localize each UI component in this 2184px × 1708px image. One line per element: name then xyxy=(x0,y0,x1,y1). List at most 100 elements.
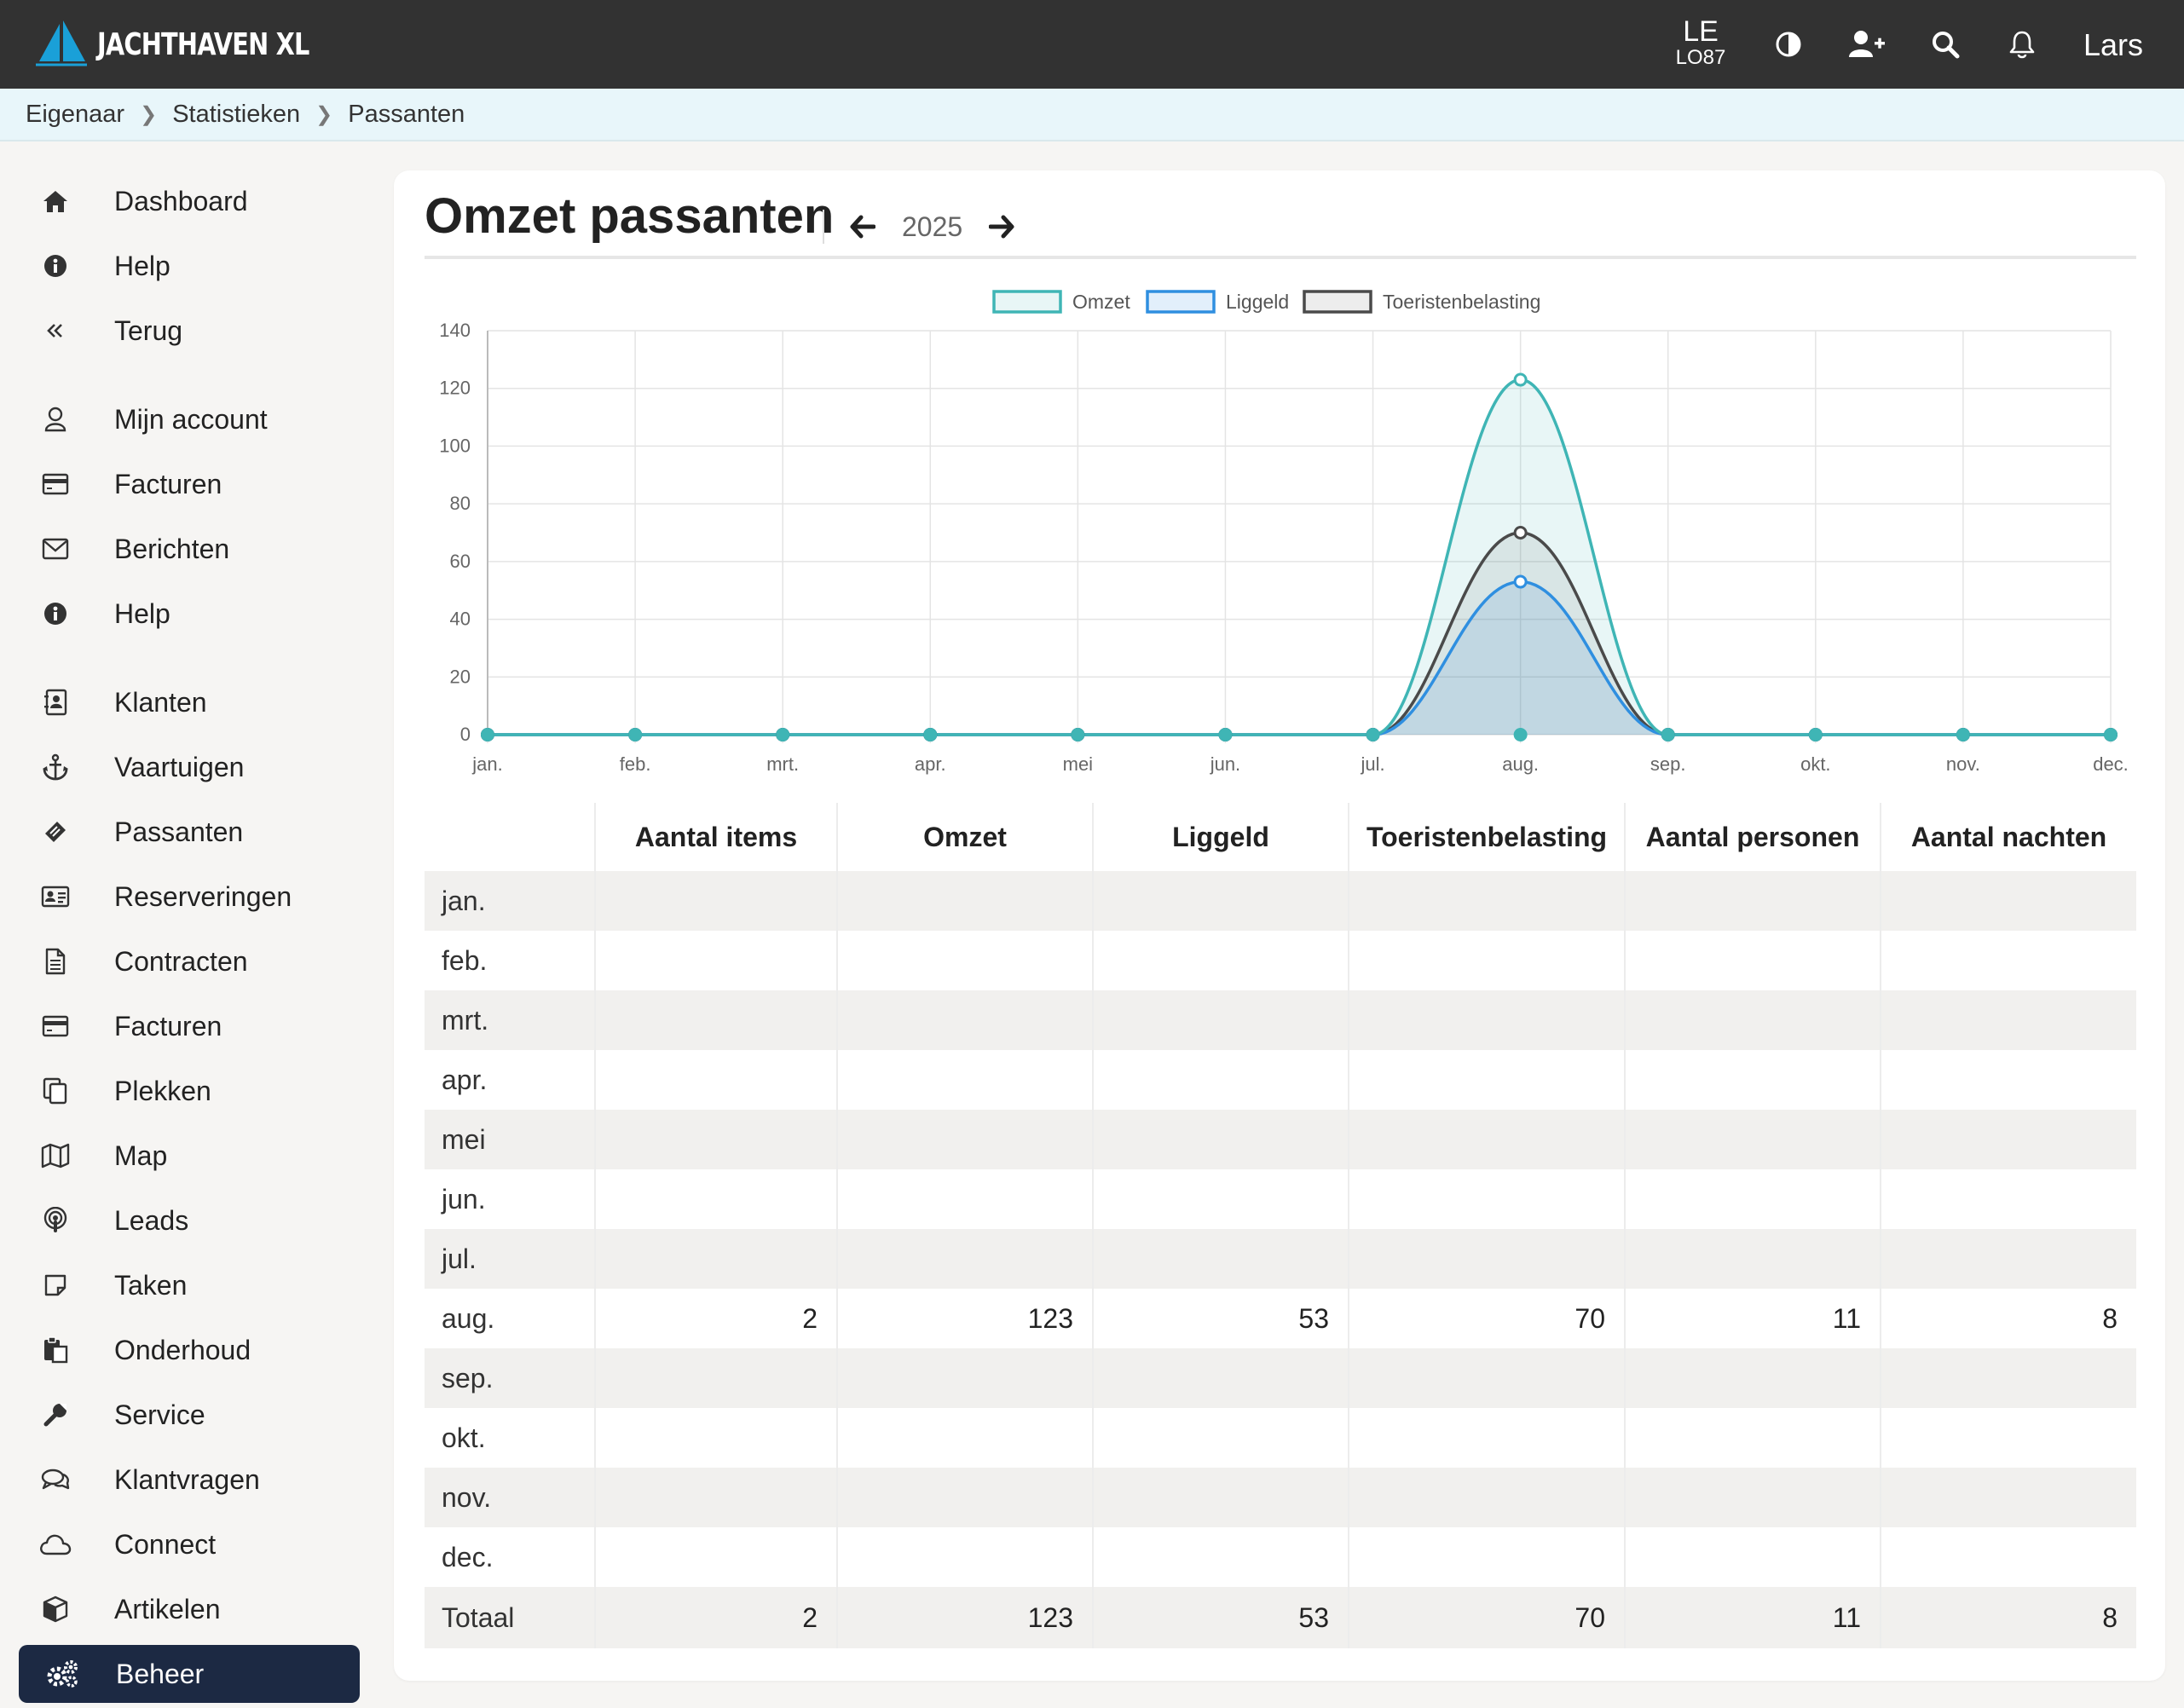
organisation-switcher[interactable]: LE LO87 xyxy=(1671,17,1730,68)
y-tick-label: 60 xyxy=(450,551,471,572)
table-cell xyxy=(1348,1408,1625,1468)
logo[interactable]: JACHTHAVEN XL xyxy=(34,19,362,70)
table-cell xyxy=(1880,1050,2136,1110)
table-cell xyxy=(594,1468,837,1527)
sidebar-item-artikelen[interactable]: Artikelen xyxy=(19,1582,360,1636)
month-cell: mrt. xyxy=(425,990,595,1050)
month-cell: dec. xyxy=(442,1541,494,1572)
breadcrumb-eigenaar[interactable]: Eigenaar xyxy=(26,100,125,128)
sidebar-item-leads[interactable]: Leads xyxy=(19,1193,360,1248)
table-cell xyxy=(1092,871,1349,931)
table-row: okt. xyxy=(425,1408,2136,1468)
sidebar-item-label: Vaartuigen xyxy=(114,751,245,782)
breadcrumb-statistieken[interactable]: Statistieken xyxy=(172,100,301,128)
series-line-toeristenbelasting xyxy=(488,531,2111,736)
sidebar-item-facturen-2[interactable]: Facturen xyxy=(19,999,360,1053)
breadcrumb: Eigenaar ❯ Statistieken ❯ Passanten xyxy=(0,89,2184,141)
total-cell: 123 xyxy=(836,1587,1093,1648)
user-icon xyxy=(38,401,73,437)
search-icon[interactable] xyxy=(1927,26,1964,63)
content-card: Omzet passanten 2025 0 20 40 60 80 100 120 140 j… xyxy=(394,170,2165,1681)
home-icon xyxy=(38,183,73,219)
sidebar-item-taken[interactable]: Taken xyxy=(19,1258,360,1313)
brand-name: JACHTHAVEN XL xyxy=(97,26,309,62)
total-cell: Totaal xyxy=(425,1587,595,1648)
current-year: 2025 xyxy=(902,211,963,242)
total-cell: 8 xyxy=(1880,1587,2136,1648)
sidebar-item-reserveringen[interactable]: Reserveringen xyxy=(19,869,360,924)
table-row: sep. xyxy=(425,1348,2136,1408)
sidebar-item-plekken[interactable]: Plekken xyxy=(19,1064,360,1118)
sidebar-item-berichten[interactable]: Berichten xyxy=(19,522,360,576)
sidebar-item-klantvragen[interactable]: Klantvragen xyxy=(19,1452,360,1507)
bell-icon[interactable] xyxy=(2003,26,2041,63)
sidebar-item-facturen[interactable]: Facturen xyxy=(19,457,360,511)
table-cell xyxy=(836,1527,1093,1587)
sidebar-item-mijn-account[interactable]: Mijn account xyxy=(19,392,360,447)
sidebar-item-contracten[interactable]: Contracten xyxy=(19,934,360,989)
table-cell xyxy=(836,1050,1093,1110)
chart-svg: 0 20 40 60 80 100 120 140 jan. feb. mrt. apr. mei jun… xyxy=(439,290,2129,775)
sidebar-item-label: Mijn account xyxy=(114,403,268,435)
table-cell xyxy=(836,1229,1093,1289)
table-cell xyxy=(1624,990,1881,1050)
sidebar-item-help-2[interactable]: Help xyxy=(19,586,360,641)
data-point xyxy=(1513,574,1528,589)
table-cell xyxy=(1624,871,1881,931)
table-cell xyxy=(1624,1408,1881,1468)
sidebar-item-label: Terug xyxy=(114,314,183,346)
table-cell xyxy=(1348,871,1625,931)
sidebar-item-label: Contracten xyxy=(114,945,248,977)
table-row: apr. xyxy=(425,1050,2136,1110)
series-line-omzet xyxy=(488,378,2111,736)
sidebar-item-vaartuigen[interactable]: Vaartuigen xyxy=(19,740,360,794)
sidebar-item-help[interactable]: Help xyxy=(19,239,360,293)
legend-swatch xyxy=(992,290,1062,314)
sidebar-item-service[interactable]: Service xyxy=(19,1388,360,1442)
add-user-icon[interactable] xyxy=(1848,26,1886,63)
sidebar-item-map[interactable]: Map xyxy=(19,1128,360,1183)
x-tick-label: jan. xyxy=(471,753,502,775)
contrast-icon[interactable] xyxy=(1770,26,1807,63)
table-row: mrt. xyxy=(425,990,2136,1050)
y-tick-label: 120 xyxy=(439,378,471,399)
sidebar-item-connect[interactable]: Connect xyxy=(19,1517,360,1572)
table-cell: 2 xyxy=(594,1289,837,1348)
table-cell xyxy=(1624,1050,1881,1110)
info-icon xyxy=(38,596,73,632)
sidebar-item-beheer[interactable]: Beheer xyxy=(19,1645,360,1703)
table-body: jan. feb. mrt. apr. mei jun. jul. aug. 2 123 53 70 1… xyxy=(425,871,2136,1587)
credit-card-icon xyxy=(38,1008,73,1044)
sidebar-item-klanten[interactable]: Klanten xyxy=(19,675,360,730)
sidebar-item-dashboard[interactable]: Dashboard xyxy=(19,174,360,228)
series-area-omzet xyxy=(488,379,2111,735)
table-cell xyxy=(1092,1468,1349,1527)
table-cell xyxy=(594,990,837,1050)
x-tick-label: mrt. xyxy=(766,753,799,775)
table-row: jan. xyxy=(425,871,2136,931)
next-year-arrow-icon[interactable] xyxy=(985,210,1019,244)
sidebar-item-onderhoud[interactable]: Onderhoud xyxy=(19,1323,360,1377)
baseline-point xyxy=(1513,728,1528,741)
baseline-point xyxy=(1218,728,1233,741)
x-tick-label: nov. xyxy=(1946,753,1980,775)
table-cell xyxy=(1880,1110,2136,1169)
sidebar-item-passanten[interactable]: Passanten xyxy=(19,805,360,859)
sidebar-item-terug[interactable]: Terug xyxy=(19,303,360,358)
data-point xyxy=(1513,372,1528,387)
title-underline xyxy=(425,256,2136,259)
table-cell xyxy=(594,1050,837,1110)
baseline-point xyxy=(776,728,790,741)
x-tick-label: dec. xyxy=(2093,753,2129,775)
total-cell: 2 xyxy=(594,1587,837,1648)
table-cell xyxy=(1624,1468,1881,1527)
title-divider xyxy=(823,210,824,244)
cogs-icon xyxy=(44,1656,80,1692)
x-tick-label: feb. xyxy=(620,753,651,775)
user-menu[interactable]: Lars xyxy=(2083,27,2143,62)
table-row: nov. xyxy=(425,1468,2136,1527)
month-cell: jan. xyxy=(425,871,595,931)
table-cell xyxy=(1880,931,2136,990)
year-navigation: 2025 xyxy=(846,208,1019,245)
previous-year-arrow-icon[interactable] xyxy=(846,210,880,244)
